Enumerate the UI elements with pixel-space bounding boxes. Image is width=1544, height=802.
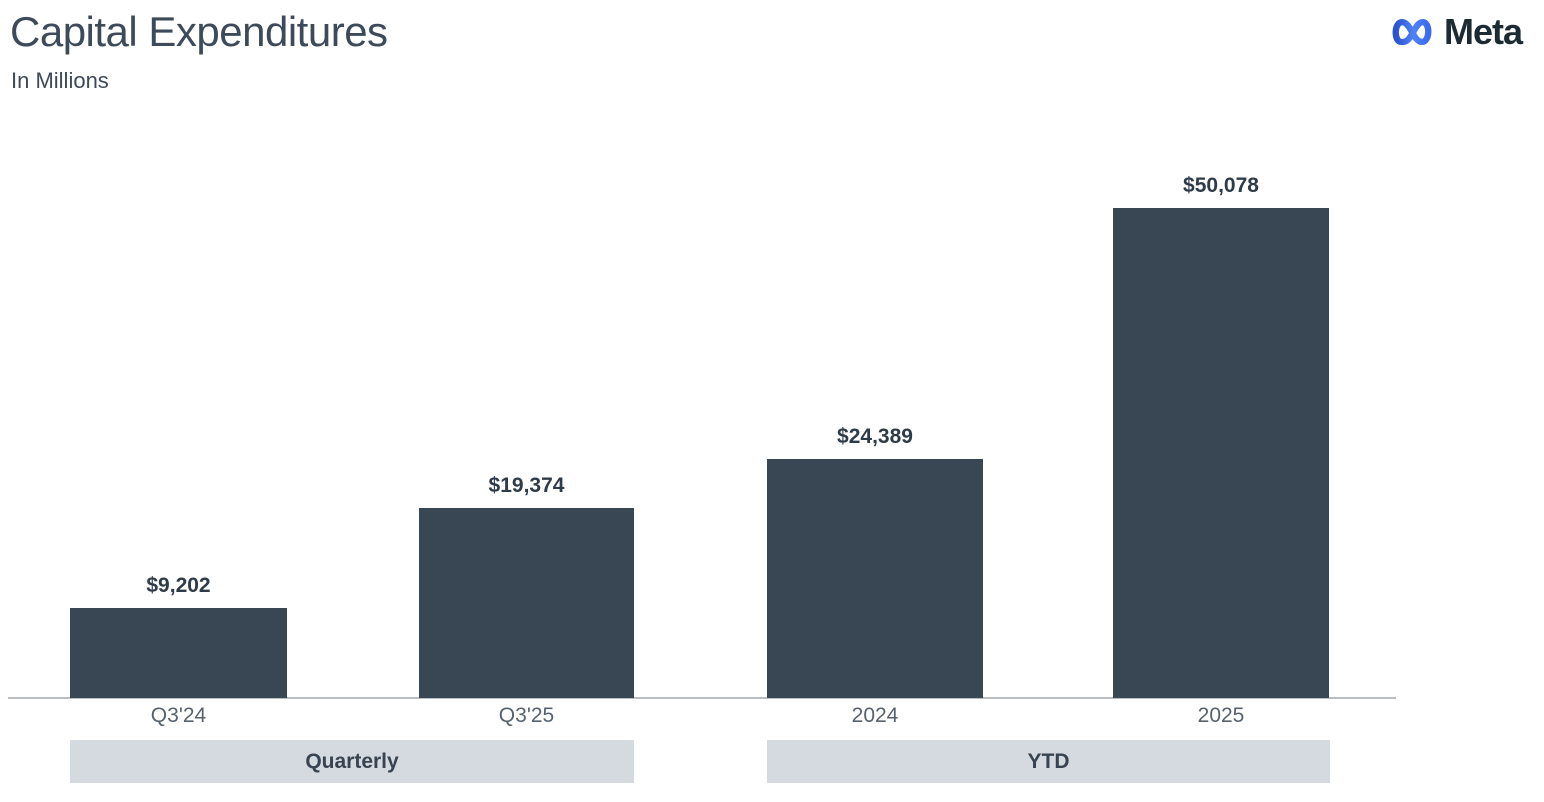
bar-value-label: $24,389: [837, 425, 913, 448]
meta-logo: Meta: [1386, 11, 1523, 52]
bar-2025: [1113, 208, 1329, 698]
group-band-label: Quarterly: [305, 749, 399, 773]
x-axis-line: [8, 697, 1396, 699]
bar-category-label: 2024: [851, 704, 899, 727]
bar-2024: [767, 459, 983, 698]
meta-wordmark: Meta: [1443, 11, 1523, 52]
bar-Q3'24: [70, 608, 287, 698]
group-band-ytd: YTD: [767, 740, 1330, 783]
bar-Q3'25: [419, 508, 634, 698]
meta-infinity-icon: [1392, 18, 1432, 46]
bar-value-label: $50,078: [1183, 174, 1259, 197]
page-subtitle: In Millions: [11, 68, 109, 93]
bar-category-label: 2025: [1197, 704, 1245, 727]
page-title: Capital Expenditures: [10, 8, 388, 55]
bar-value-label: $9,202: [146, 574, 211, 597]
bar-category-label: Q3'24: [150, 704, 207, 727]
bar-category-label: Q3'25: [498, 704, 555, 727]
group-band-label: YTD: [1027, 749, 1070, 773]
bar-value-label: $19,374: [488, 474, 565, 497]
group-band-quarterly: Quarterly: [70, 740, 634, 783]
